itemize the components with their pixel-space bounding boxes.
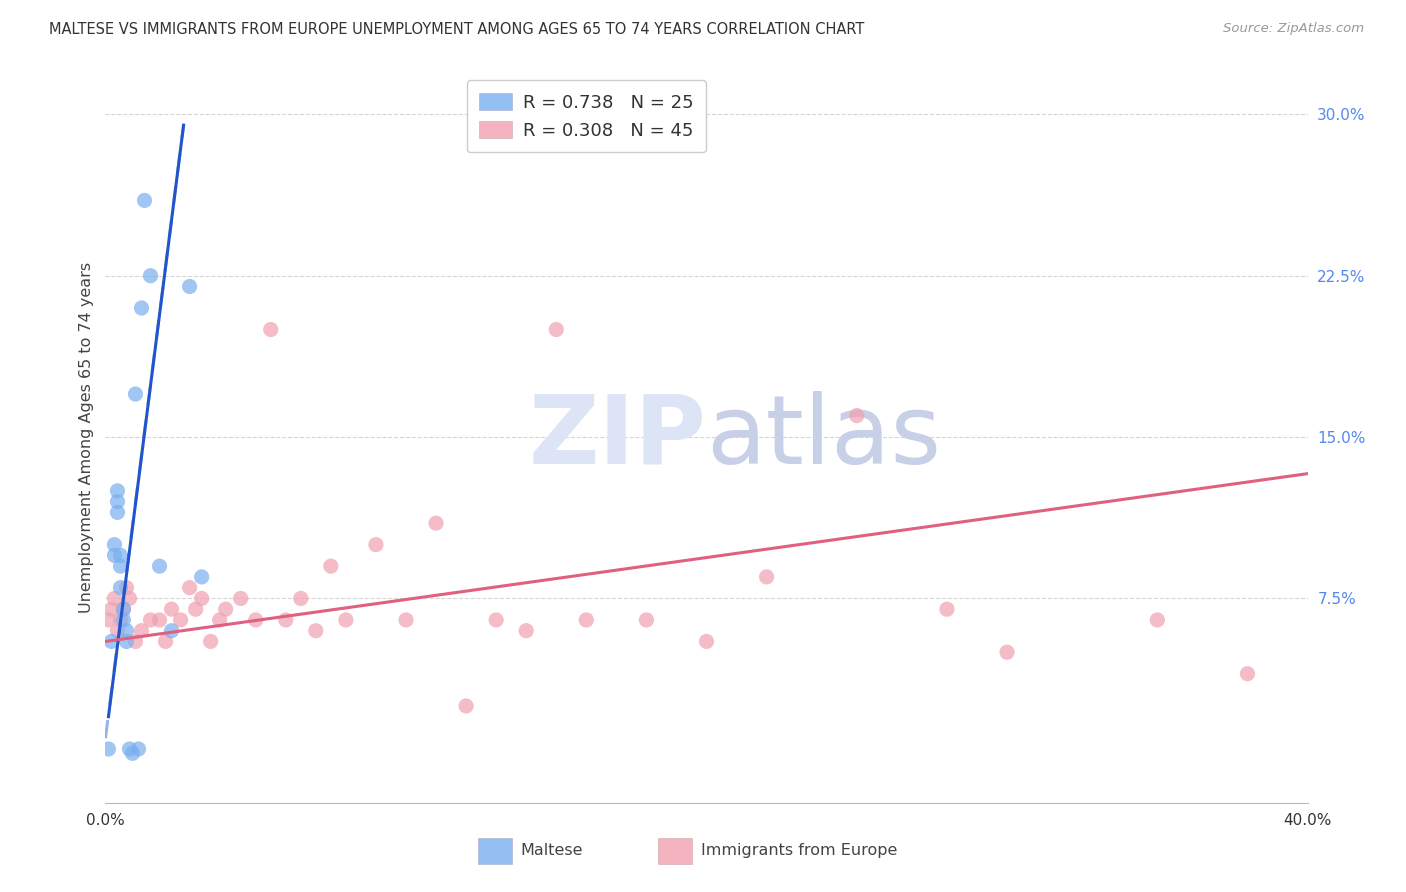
Point [456, 698, 478, 713]
Point [395, 613, 418, 627]
Point [515, 624, 537, 638]
Text: Source: ZipAtlas.com: Source: ZipAtlas.com [1223, 22, 1364, 36]
Point [115, 624, 138, 638]
Point [148, 613, 170, 627]
Point [169, 613, 191, 627]
Point [1146, 613, 1168, 627]
Bar [478, 838, 512, 863]
Point [546, 322, 568, 336]
Point [575, 613, 598, 627]
Point [124, 387, 146, 401]
Point [214, 602, 236, 616]
Point [636, 613, 658, 627]
Point [190, 570, 212, 584]
Point [107, 483, 129, 498]
Y-axis label: Unemployment Among Ages 65 to 74 years: Unemployment Among Ages 65 to 74 years [79, 261, 94, 613]
Point [107, 505, 129, 519]
Point [425, 516, 447, 530]
Point [190, 591, 212, 606]
Point [845, 409, 868, 423]
Point [139, 268, 162, 283]
Point [755, 570, 778, 584]
Point [179, 581, 201, 595]
Point [115, 581, 138, 595]
Point [107, 624, 129, 638]
Point [112, 602, 135, 616]
Point [110, 613, 132, 627]
Point [485, 613, 508, 627]
Text: ZIP: ZIP [529, 391, 707, 483]
Point [121, 747, 143, 761]
Legend: R = 0.738   N = 25, R = 0.308   N = 45: R = 0.738 N = 25, R = 0.308 N = 45 [467, 80, 706, 153]
Point [995, 645, 1018, 659]
Point [290, 591, 312, 606]
Point [134, 194, 156, 208]
Bar [658, 838, 692, 863]
Point [160, 624, 183, 638]
Point [115, 634, 138, 648]
Point [103, 549, 125, 563]
Point [184, 602, 207, 616]
Point [131, 301, 153, 315]
Point [936, 602, 959, 616]
Point [155, 634, 177, 648]
Point [103, 591, 125, 606]
Point [112, 602, 135, 616]
Point [696, 634, 718, 648]
Point [100, 602, 122, 616]
Point [229, 591, 252, 606]
Point [97, 742, 120, 756]
Point [305, 624, 328, 638]
Point [139, 613, 162, 627]
Point [200, 634, 222, 648]
Point [118, 591, 141, 606]
Point [128, 742, 150, 756]
Point [148, 559, 170, 574]
Point [110, 549, 132, 563]
Point [118, 742, 141, 756]
Text: Immigrants from Europe: Immigrants from Europe [700, 843, 897, 858]
Point [179, 279, 201, 293]
Point [100, 634, 122, 648]
Point [103, 538, 125, 552]
Point [274, 613, 297, 627]
Text: Maltese: Maltese [520, 843, 582, 858]
Point [160, 602, 183, 616]
Point [260, 322, 283, 336]
Point [107, 494, 129, 508]
Text: atlas: atlas [707, 391, 942, 483]
Point [110, 581, 132, 595]
Point [364, 538, 387, 552]
Point [319, 559, 342, 574]
Text: MALTESE VS IMMIGRANTS FROM EUROPE UNEMPLOYMENT AMONG AGES 65 TO 74 YEARS CORRELA: MALTESE VS IMMIGRANTS FROM EUROPE UNEMPL… [49, 22, 865, 37]
Point [131, 624, 153, 638]
Point [124, 634, 146, 648]
Point [245, 613, 267, 627]
Point [97, 613, 120, 627]
Point [1236, 666, 1258, 681]
Point [208, 613, 231, 627]
Point [335, 613, 357, 627]
Point [112, 613, 135, 627]
Point [110, 559, 132, 574]
